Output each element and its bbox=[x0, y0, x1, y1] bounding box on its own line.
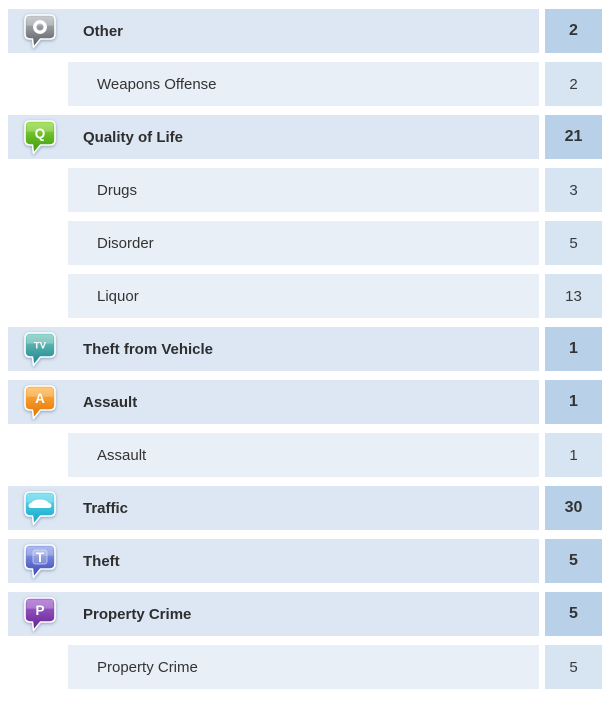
category-count: 5 bbox=[545, 539, 602, 583]
subcategory-row-drugs: Drugs 3 bbox=[8, 168, 602, 212]
category-label: Theft bbox=[83, 552, 120, 570]
subcategory-count: 5 bbox=[545, 645, 602, 689]
category-count: 1 bbox=[545, 327, 602, 371]
subcategory-row-main: Drugs bbox=[68, 168, 539, 212]
subcategory-row-main: Assault bbox=[68, 433, 539, 477]
category-row-main: TV Theft from Vehicle bbox=[8, 327, 539, 371]
subcategory-count: 13 bbox=[545, 274, 602, 318]
subcategory-row-main: Property Crime bbox=[68, 645, 539, 689]
subcategory-row-disorder: Disorder 5 bbox=[8, 221, 602, 265]
subcategory-row-assault: Assault 1 bbox=[8, 433, 602, 477]
theft-from-vehicle-bubble-icon: TV bbox=[23, 331, 57, 368]
svg-text:P: P bbox=[35, 603, 44, 618]
svg-text:TV: TV bbox=[34, 340, 47, 351]
category-count: 1 bbox=[545, 380, 602, 424]
svg-text:Q: Q bbox=[35, 126, 46, 141]
traffic-bubble-icon bbox=[23, 490, 57, 527]
subcategory-label: Disorder bbox=[97, 234, 154, 252]
subcategory-label: Property Crime bbox=[97, 658, 198, 676]
quality-of-life-bubble-icon: Q bbox=[23, 119, 57, 156]
subcategory-count: 1 bbox=[545, 433, 602, 477]
other-bubble-icon bbox=[23, 13, 57, 50]
subcategory-label: Liquor bbox=[97, 287, 139, 305]
subcategory-row-weapons-offense: Weapons Offense 2 bbox=[8, 62, 602, 106]
category-row-theft[interactable]: T Theft 5 bbox=[8, 539, 602, 583]
category-row-assault[interactable]: A Assault 1 bbox=[8, 380, 602, 424]
category-count: 5 bbox=[545, 592, 602, 636]
subcategory-label: Weapons Offense bbox=[97, 75, 217, 93]
category-row-traffic[interactable]: Traffic 30 bbox=[8, 486, 602, 530]
category-count: 21 bbox=[545, 115, 602, 159]
svg-text:A: A bbox=[35, 391, 45, 406]
category-row-main: Traffic bbox=[8, 486, 539, 530]
subcategory-row-main: Disorder bbox=[68, 221, 539, 265]
category-row-other[interactable]: Other 2 bbox=[8, 9, 602, 53]
category-row-main: A Assault bbox=[8, 380, 539, 424]
category-label: Theft from Vehicle bbox=[83, 340, 214, 358]
category-label: Traffic bbox=[83, 499, 129, 517]
category-row-main: P Property Crime bbox=[8, 592, 539, 636]
crime-category-list: Other 2 Weapons Offense 2 Q Quality of L… bbox=[8, 9, 602, 689]
category-row-quality-of-life[interactable]: Q Quality of Life 21 bbox=[8, 115, 602, 159]
subcategory-row-main: Weapons Offense bbox=[68, 62, 539, 106]
subcategory-count: 2 bbox=[545, 62, 602, 106]
subcategory-count: 5 bbox=[545, 221, 602, 265]
subcategory-count: 3 bbox=[545, 168, 602, 212]
subcategory-label: Drugs bbox=[97, 181, 138, 199]
property-crime-bubble-icon: P bbox=[23, 596, 57, 633]
category-label: Quality of Life bbox=[83, 128, 184, 146]
subcategory-row-liquor: Liquor 13 bbox=[8, 274, 602, 318]
category-row-main: Q Quality of Life bbox=[8, 115, 539, 159]
category-label: Property Crime bbox=[83, 605, 192, 623]
category-row-main: T Theft bbox=[8, 539, 539, 583]
category-count: 30 bbox=[545, 486, 602, 530]
category-row-property-crime[interactable]: P Property Crime 5 bbox=[8, 592, 602, 636]
subcategory-label: Assault bbox=[97, 446, 147, 464]
theft-bubble-icon: T bbox=[23, 543, 57, 580]
category-label: Assault bbox=[83, 393, 138, 411]
assault-bubble-icon: A bbox=[23, 384, 57, 421]
subcategory-row-property-crime: Property Crime 5 bbox=[8, 645, 602, 689]
category-row-theft-from-vehicle[interactable]: TV Theft from Vehicle 1 bbox=[8, 327, 602, 371]
category-row-main: Other bbox=[8, 9, 539, 53]
svg-text:T: T bbox=[36, 550, 45, 565]
category-label: Other bbox=[83, 22, 124, 40]
subcategory-row-main: Liquor bbox=[68, 274, 539, 318]
category-count: 2 bbox=[545, 9, 602, 53]
